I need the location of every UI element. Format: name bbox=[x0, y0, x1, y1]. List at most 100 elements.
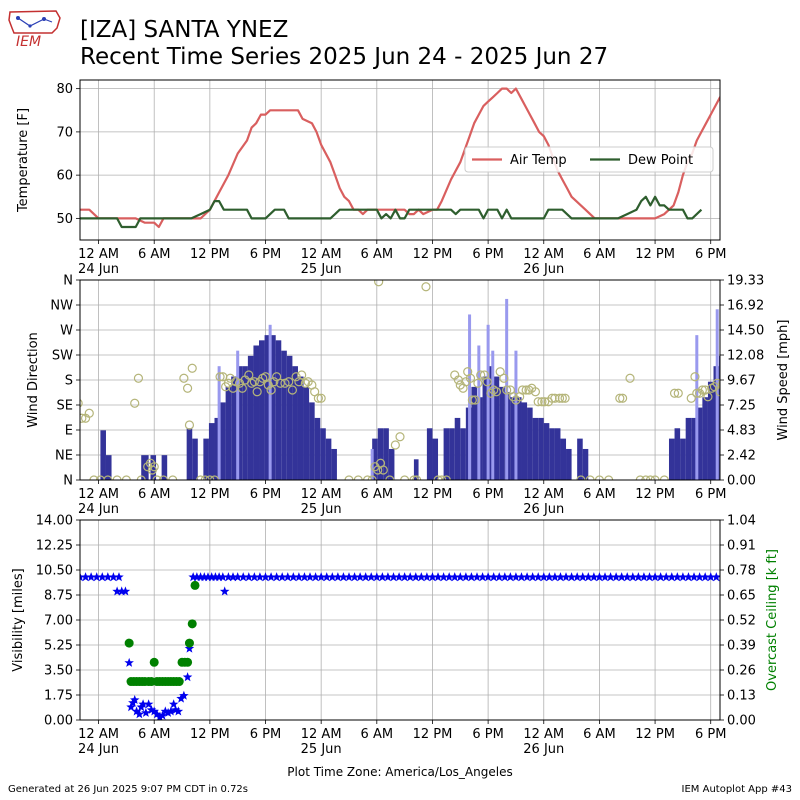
visibility-point bbox=[655, 572, 666, 582]
wind-speed-bar bbox=[413, 459, 419, 480]
wind-direction-point bbox=[473, 378, 483, 388]
visibility-point bbox=[516, 572, 527, 582]
wind-direction-point bbox=[669, 388, 680, 398]
wind-direction-point bbox=[499, 373, 509, 383]
visibility-point bbox=[91, 572, 102, 582]
y2-axis-label: Wind Speed [mph] bbox=[776, 320, 791, 441]
visibility-point bbox=[522, 572, 532, 582]
wind-gust-bar bbox=[491, 350, 495, 480]
wind-speed-bar bbox=[758, 418, 762, 480]
legend: Air Temp Dew Point bbox=[464, 146, 714, 173]
visibility-point bbox=[422, 572, 432, 582]
wind-direction-point bbox=[215, 372, 225, 382]
ceiling-point bbox=[183, 657, 193, 667]
wind-direction-point bbox=[378, 465, 388, 475]
visibility-point bbox=[146, 705, 157, 714]
visibility-point bbox=[322, 572, 332, 582]
x-tick-label: 6 AM bbox=[583, 487, 616, 502]
visibility-point bbox=[152, 709, 162, 719]
visibility-point bbox=[310, 572, 321, 582]
plot-frame-1 bbox=[79, 79, 721, 241]
y2-tick-label: 2.42 bbox=[727, 449, 756, 464]
wind-direction-point bbox=[659, 475, 669, 480]
y-tick-label: NW bbox=[50, 299, 73, 314]
y2-tick-label: 0.91 bbox=[727, 539, 756, 554]
wind-speed-bar bbox=[270, 335, 276, 480]
wind-direction-point bbox=[482, 377, 492, 387]
wind-speed-bar bbox=[696, 407, 703, 480]
wind-direction-point bbox=[465, 373, 476, 383]
y2-tick-label: 0.65 bbox=[727, 589, 756, 604]
visibility-point bbox=[711, 572, 720, 582]
wind-direction-point bbox=[486, 388, 496, 398]
visibility-point bbox=[173, 706, 184, 716]
x-tick-label: 12 AM bbox=[78, 247, 119, 262]
visibility-point bbox=[488, 572, 499, 582]
ceiling-point bbox=[124, 638, 134, 648]
wind-speed-bar bbox=[566, 448, 572, 480]
wind-speed-bar bbox=[674, 428, 681, 480]
visibility-point bbox=[143, 699, 154, 709]
visibility-point bbox=[277, 572, 287, 582]
visibility-point bbox=[117, 586, 127, 596]
wind-speed-bar bbox=[309, 402, 315, 480]
ceiling-point bbox=[174, 677, 184, 687]
wind-direction-point bbox=[84, 408, 94, 418]
wind-direction-point bbox=[385, 475, 395, 480]
y-tick-label: 50 bbox=[56, 212, 73, 227]
visibility-point bbox=[97, 572, 107, 582]
x-tick-label: 6 AM bbox=[138, 727, 171, 742]
visibility-point bbox=[299, 572, 310, 582]
wind-direction-point bbox=[576, 475, 586, 480]
plot-frame-2 bbox=[79, 279, 721, 481]
y2-tick-label: 12.08 bbox=[727, 349, 764, 364]
wind-direction-point bbox=[524, 385, 534, 395]
visibility-point bbox=[188, 572, 198, 582]
x-tick-label: 6 AM bbox=[138, 247, 171, 262]
visibility-point bbox=[694, 572, 705, 582]
visibility-point bbox=[394, 572, 404, 582]
wind-direction-point bbox=[712, 378, 720, 388]
y2-tick-label: 0.39 bbox=[727, 639, 756, 654]
visibility-point bbox=[550, 572, 560, 582]
wind-speed-bar bbox=[281, 350, 287, 480]
wind-direction-point bbox=[673, 388, 683, 398]
x-tick-label: 12 PM bbox=[413, 247, 453, 262]
y-axis-label: Temperature [F] bbox=[16, 108, 31, 213]
wind-speed-bar bbox=[325, 438, 332, 480]
visibility-point bbox=[86, 572, 96, 582]
y-tick-label: 5.25 bbox=[44, 639, 73, 654]
x-tick-label: 6 AM bbox=[583, 727, 616, 742]
wind-speed-bar bbox=[264, 335, 271, 480]
x-date-label: 24 Jun bbox=[78, 502, 119, 517]
visibility-point bbox=[283, 572, 293, 582]
visibility-point bbox=[223, 572, 234, 582]
x-date-label: 26 Jun bbox=[523, 742, 564, 757]
wind-direction-point bbox=[266, 385, 276, 395]
visibility-point bbox=[134, 709, 145, 719]
y2-tick-label: 4.83 bbox=[727, 424, 756, 439]
wind-direction-point bbox=[412, 475, 422, 480]
wind-direction-point bbox=[585, 475, 595, 480]
x-tick-label: 6 PM bbox=[695, 247, 726, 262]
visibility-point bbox=[594, 572, 605, 582]
wind-direction-point bbox=[761, 378, 769, 386]
y2-axis-label: Overcast Ceiling [k ft] bbox=[765, 549, 780, 691]
y-tick-label: 14.00 bbox=[36, 514, 73, 529]
wind-speed-bar bbox=[432, 438, 439, 480]
wind-speed-bar bbox=[208, 423, 215, 480]
plot-frame-3 bbox=[79, 519, 721, 721]
iem-logo: IEM bbox=[8, 10, 61, 50]
wind-speed-bar bbox=[527, 407, 533, 480]
visibility-point bbox=[539, 572, 549, 582]
app-note: IEM Autoplot App #43 bbox=[681, 784, 792, 795]
visibility-point bbox=[149, 706, 159, 716]
wind-direction-point bbox=[618, 393, 628, 403]
visibility-point bbox=[124, 657, 134, 667]
x-tick-label: 12 PM bbox=[635, 247, 675, 262]
x-tick-label: 6 PM bbox=[695, 487, 726, 502]
series-dew-point bbox=[80, 195, 703, 229]
x-axis-3: 12 AM 6 AM 12 PM 6 PM 12 AM 6 AM 12 PM 6 PM 12 A… bbox=[78, 520, 726, 757]
wind-direction-point bbox=[757, 376, 765, 384]
y-axis-label: Wind Direction bbox=[26, 332, 41, 428]
